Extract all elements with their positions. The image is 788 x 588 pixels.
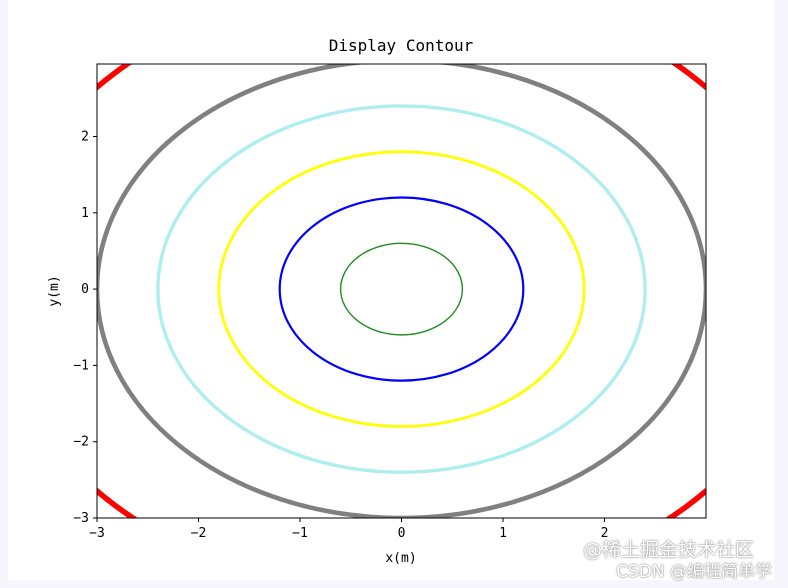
y-axis: −3 −2 −1 0 1 2 <box>73 129 97 526</box>
y-axis-title: y(m) <box>47 275 62 306</box>
contour-line-level-2 <box>278 196 525 382</box>
contour-line-level-1 <box>339 242 464 336</box>
x-tick-label: −2 <box>191 526 207 541</box>
contour-line-level-3 <box>217 150 586 428</box>
x-axis: −3 −2 −1 0 1 2 <box>89 518 608 541</box>
x-tick-label: −3 <box>89 526 105 541</box>
watermark-juejin: @稀土掘金技术社区 <box>582 539 754 561</box>
chart-title: Display Contour <box>329 36 474 55</box>
y-tick-label: 2 <box>81 129 89 144</box>
y-tick-label: −1 <box>73 358 89 373</box>
x-tick-label: 0 <box>398 526 406 541</box>
y-tick-label: 1 <box>81 206 89 221</box>
x-tick-label: −1 <box>292 526 308 541</box>
y-tick-label: −2 <box>73 435 89 450</box>
y-tick-label: −3 <box>73 511 89 526</box>
contour-line-level-5 <box>97 64 706 518</box>
x-axis-title: x(m) <box>385 551 416 566</box>
watermark-csdn: CSDN @编程简单学 <box>616 562 772 582</box>
y-tick-label: 0 <box>81 282 89 297</box>
x-tick-label: 1 <box>499 526 507 541</box>
contour-line-level-4 <box>156 104 647 474</box>
x-tick-label: 2 <box>601 526 609 541</box>
